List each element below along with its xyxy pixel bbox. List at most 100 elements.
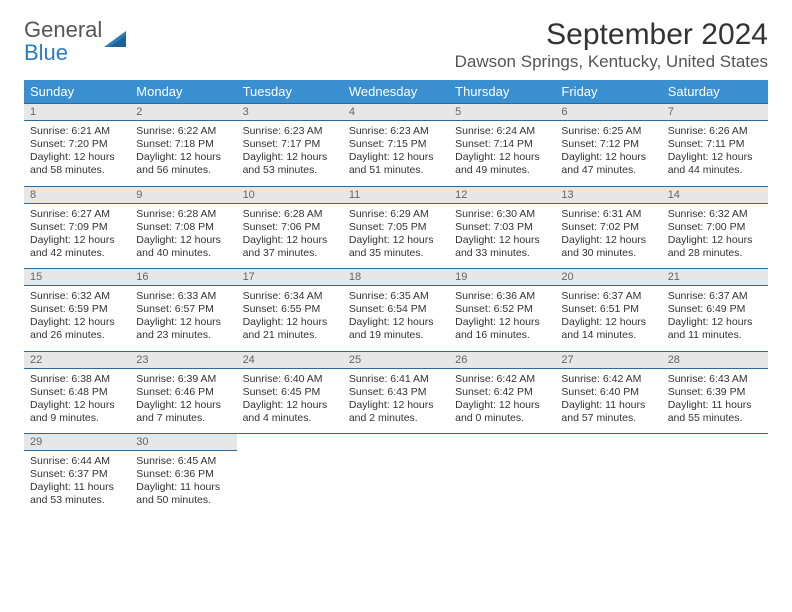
sunset-text: Sunset: 6:52 PM [455, 303, 549, 316]
day-number-cell [555, 434, 661, 451]
daylight1-text: Daylight: 12 hours [668, 151, 762, 164]
daylight2-text: and 0 minutes. [455, 412, 549, 425]
daylight1-text: Daylight: 11 hours [561, 399, 655, 412]
day-detail-cell [343, 451, 449, 516]
day-number-cell: 9 [130, 186, 236, 203]
day-number-cell [237, 434, 343, 451]
sunset-text: Sunset: 6:46 PM [136, 386, 230, 399]
day-number-cell: 10 [237, 186, 343, 203]
sunset-text: Sunset: 6:39 PM [668, 386, 762, 399]
daylight1-text: Daylight: 12 hours [30, 316, 124, 329]
daylight2-text: and 19 minutes. [349, 329, 443, 342]
daylight1-text: Daylight: 12 hours [243, 316, 337, 329]
weekday-header: Wednesday [343, 80, 449, 104]
sunrise-text: Sunrise: 6:27 AM [30, 208, 124, 221]
sunrise-text: Sunrise: 6:23 AM [243, 125, 337, 138]
day-number-cell: 24 [237, 351, 343, 368]
daylight2-text: and 40 minutes. [136, 247, 230, 260]
sunset-text: Sunset: 7:08 PM [136, 221, 230, 234]
weekday-header: Sunday [24, 80, 130, 104]
daylight2-text: and 21 minutes. [243, 329, 337, 342]
daylight1-text: Daylight: 12 hours [243, 151, 337, 164]
sunrise-text: Sunrise: 6:40 AM [243, 373, 337, 386]
brand-name-part1: General [24, 17, 102, 42]
sunrise-text: Sunrise: 6:29 AM [349, 208, 443, 221]
day-number-row: 1234567 [24, 104, 768, 121]
sunset-text: Sunset: 7:15 PM [349, 138, 443, 151]
day-detail-cell: Sunrise: 6:37 AMSunset: 6:51 PMDaylight:… [555, 286, 661, 352]
day-detail-cell: Sunrise: 6:23 AMSunset: 7:15 PMDaylight:… [343, 121, 449, 187]
day-number-cell: 19 [449, 269, 555, 286]
daylight2-text: and 30 minutes. [561, 247, 655, 260]
logo-triangle-icon [104, 29, 130, 53]
sunset-text: Sunset: 6:36 PM [136, 468, 230, 481]
day-number-cell [662, 434, 768, 451]
daylight1-text: Daylight: 12 hours [455, 316, 549, 329]
day-number-cell: 29 [24, 434, 130, 451]
day-number-cell: 3 [237, 104, 343, 121]
day-number-cell: 6 [555, 104, 661, 121]
daylight2-text: and 14 minutes. [561, 329, 655, 342]
sunrise-text: Sunrise: 6:28 AM [243, 208, 337, 221]
day-detail-cell: Sunrise: 6:39 AMSunset: 6:46 PMDaylight:… [130, 368, 236, 434]
daylight1-text: Daylight: 12 hours [455, 234, 549, 247]
sunset-text: Sunset: 6:43 PM [349, 386, 443, 399]
daylight1-text: Daylight: 12 hours [349, 234, 443, 247]
daylight2-text: and 47 minutes. [561, 164, 655, 177]
sunrise-text: Sunrise: 6:39 AM [136, 373, 230, 386]
daylight1-text: Daylight: 12 hours [561, 234, 655, 247]
day-number-cell: 25 [343, 351, 449, 368]
sunset-text: Sunset: 6:49 PM [668, 303, 762, 316]
weekday-header: Monday [130, 80, 236, 104]
day-detail-row: Sunrise: 6:38 AMSunset: 6:48 PMDaylight:… [24, 368, 768, 434]
day-number-cell: 14 [662, 186, 768, 203]
day-detail-cell: Sunrise: 6:41 AMSunset: 6:43 PMDaylight:… [343, 368, 449, 434]
daylight2-text: and 56 minutes. [136, 164, 230, 177]
day-detail-row: Sunrise: 6:27 AMSunset: 7:09 PMDaylight:… [24, 203, 768, 269]
sunrise-text: Sunrise: 6:30 AM [455, 208, 549, 221]
sunrise-text: Sunrise: 6:42 AM [561, 373, 655, 386]
sunset-text: Sunset: 7:20 PM [30, 138, 124, 151]
brand-logo: General Blue [24, 18, 130, 64]
daylight1-text: Daylight: 11 hours [136, 481, 230, 494]
day-number-cell: 30 [130, 434, 236, 451]
daylight2-text: and 51 minutes. [349, 164, 443, 177]
sunset-text: Sunset: 7:14 PM [455, 138, 549, 151]
day-detail-row: Sunrise: 6:44 AMSunset: 6:37 PMDaylight:… [24, 451, 768, 516]
daylight1-text: Daylight: 12 hours [561, 316, 655, 329]
sunset-text: Sunset: 6:42 PM [455, 386, 549, 399]
day-detail-cell: Sunrise: 6:31 AMSunset: 7:02 PMDaylight:… [555, 203, 661, 269]
day-detail-cell: Sunrise: 6:42 AMSunset: 6:40 PMDaylight:… [555, 368, 661, 434]
sunrise-text: Sunrise: 6:34 AM [243, 290, 337, 303]
daylight2-text: and 23 minutes. [136, 329, 230, 342]
daylight2-text: and 55 minutes. [668, 412, 762, 425]
daylight2-text: and 42 minutes. [30, 247, 124, 260]
day-number-cell: 27 [555, 351, 661, 368]
day-detail-cell: Sunrise: 6:43 AMSunset: 6:39 PMDaylight:… [662, 368, 768, 434]
daylight2-text: and 7 minutes. [136, 412, 230, 425]
brand-name-part2: Blue [24, 40, 68, 65]
sunrise-text: Sunrise: 6:31 AM [561, 208, 655, 221]
day-number-cell: 8 [24, 186, 130, 203]
day-number-cell: 16 [130, 269, 236, 286]
sunset-text: Sunset: 6:37 PM [30, 468, 124, 481]
day-detail-cell: Sunrise: 6:35 AMSunset: 6:54 PMDaylight:… [343, 286, 449, 352]
daylight1-text: Daylight: 12 hours [349, 151, 443, 164]
day-number-cell: 13 [555, 186, 661, 203]
day-detail-cell: Sunrise: 6:32 AMSunset: 6:59 PMDaylight:… [24, 286, 130, 352]
day-detail-cell: Sunrise: 6:28 AMSunset: 7:08 PMDaylight:… [130, 203, 236, 269]
daylight1-text: Daylight: 12 hours [561, 151, 655, 164]
daylight2-text: and 9 minutes. [30, 412, 124, 425]
daylight2-text: and 58 minutes. [30, 164, 124, 177]
day-detail-cell: Sunrise: 6:34 AMSunset: 6:55 PMDaylight:… [237, 286, 343, 352]
sunrise-text: Sunrise: 6:37 AM [668, 290, 762, 303]
day-detail-cell [555, 451, 661, 516]
daylight1-text: Daylight: 11 hours [30, 481, 124, 494]
sunset-text: Sunset: 7:03 PM [455, 221, 549, 234]
day-number-cell: 17 [237, 269, 343, 286]
day-detail-cell: Sunrise: 6:24 AMSunset: 7:14 PMDaylight:… [449, 121, 555, 187]
sunrise-text: Sunrise: 6:25 AM [561, 125, 655, 138]
day-detail-cell: Sunrise: 6:29 AMSunset: 7:05 PMDaylight:… [343, 203, 449, 269]
sunrise-text: Sunrise: 6:23 AM [349, 125, 443, 138]
day-detail-cell: Sunrise: 6:28 AMSunset: 7:06 PMDaylight:… [237, 203, 343, 269]
